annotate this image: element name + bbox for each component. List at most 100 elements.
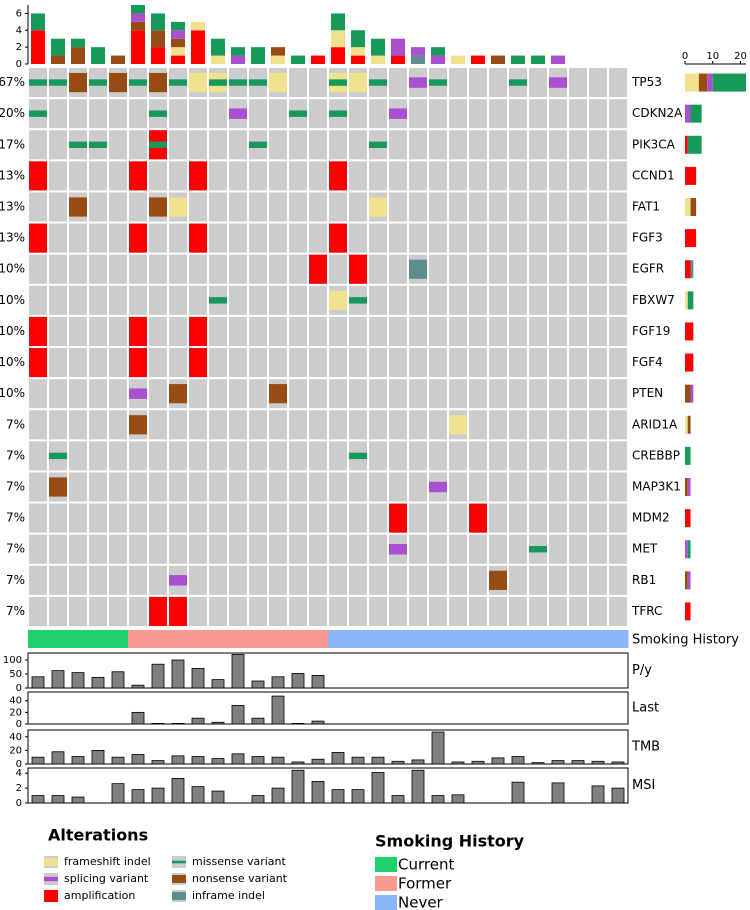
alteration: [209, 297, 227, 304]
cell: [449, 99, 467, 129]
cell: [169, 161, 187, 191]
track-bar: [171, 659, 185, 689]
cell: [189, 565, 207, 595]
cell: [589, 348, 607, 378]
cell: [509, 161, 527, 191]
cell: [489, 223, 507, 253]
track-bar: [251, 795, 265, 804]
cell: [609, 223, 627, 253]
gene-count-bar: [690, 104, 702, 123]
percent-label: 13%: [0, 200, 25, 214]
cell: [249, 379, 267, 409]
alteration: [329, 79, 347, 86]
track-frame: [27, 729, 629, 765]
cell: [229, 254, 247, 284]
alteration: [169, 79, 187, 86]
track-label: P/y: [632, 663, 652, 678]
cell: [229, 192, 247, 222]
cell: [469, 534, 487, 564]
cell: [329, 192, 347, 222]
cell: [309, 441, 327, 471]
sample-count-bar: [331, 47, 345, 64]
smoking-cell: [188, 630, 209, 648]
cell: [209, 192, 227, 222]
cell: [509, 379, 527, 409]
cell: [49, 161, 67, 191]
cell: [469, 348, 487, 378]
gene-count-bar: [687, 540, 691, 559]
cell: [409, 316, 427, 346]
track-bar: [211, 758, 225, 765]
track-bar: [211, 790, 225, 804]
alteration: [169, 197, 187, 217]
alteration: [389, 108, 407, 119]
track-bar: [171, 755, 185, 765]
gene-count-bar: [690, 198, 697, 216]
cell: [269, 348, 287, 378]
cell: [249, 565, 267, 595]
cell: [249, 285, 267, 315]
cell: [169, 503, 187, 533]
cell: [169, 316, 187, 346]
cell: [349, 130, 367, 160]
cell: [529, 596, 547, 626]
sample-count-bar: [171, 47, 185, 56]
alteration: [129, 388, 147, 399]
smoking-cell: [68, 630, 89, 648]
cell: [349, 316, 367, 346]
smoking-cell: [28, 630, 49, 648]
track-bar: [371, 772, 385, 804]
cell: [129, 441, 147, 471]
cell: [249, 503, 267, 533]
track-bar: [211, 679, 225, 689]
gene-name: EGFR: [632, 262, 664, 276]
legend-label: Former: [398, 875, 452, 893]
alteration: [29, 316, 47, 346]
alteration: [229, 79, 247, 86]
cell: [329, 503, 347, 533]
cell: [209, 410, 227, 440]
percent-label: 13%: [0, 168, 25, 182]
cell: [149, 285, 167, 315]
gene-count-bar: [685, 446, 691, 465]
cell: [549, 441, 567, 471]
track-bar: [391, 760, 405, 765]
cell: [209, 161, 227, 191]
gene-name: CCND1: [632, 168, 675, 182]
y-tick-label: 20: [9, 745, 22, 756]
cell: [529, 410, 547, 440]
cell: [369, 254, 387, 284]
cell: [469, 68, 487, 98]
cell: [609, 161, 627, 191]
cell: [249, 410, 267, 440]
cell: [469, 472, 487, 502]
track-bar: [151, 787, 165, 804]
cell: [209, 316, 227, 346]
track-bar: [91, 676, 105, 689]
y-tick-label: 4: [16, 768, 22, 779]
cell: [89, 503, 107, 533]
cell: [189, 285, 207, 315]
alteration: [169, 596, 187, 626]
smoking-cell: [148, 630, 169, 648]
track-bar: [151, 663, 165, 689]
cell: [509, 285, 527, 315]
cell: [209, 379, 227, 409]
cell: [509, 254, 527, 284]
cell: [369, 410, 387, 440]
gene-count-bar: [685, 384, 691, 403]
alteration: [349, 254, 367, 284]
cell: [369, 285, 387, 315]
alteration: [489, 570, 507, 590]
cell: [149, 472, 167, 502]
legend-label: amplification: [64, 889, 135, 902]
alteration: [329, 110, 347, 117]
cell: [429, 441, 447, 471]
track-bar: [451, 761, 465, 765]
cell: [609, 441, 627, 471]
cell: [569, 130, 587, 160]
alteration: [329, 223, 347, 253]
track-bar: [151, 760, 165, 765]
cell: [589, 130, 607, 160]
track-bar: [191, 756, 205, 765]
